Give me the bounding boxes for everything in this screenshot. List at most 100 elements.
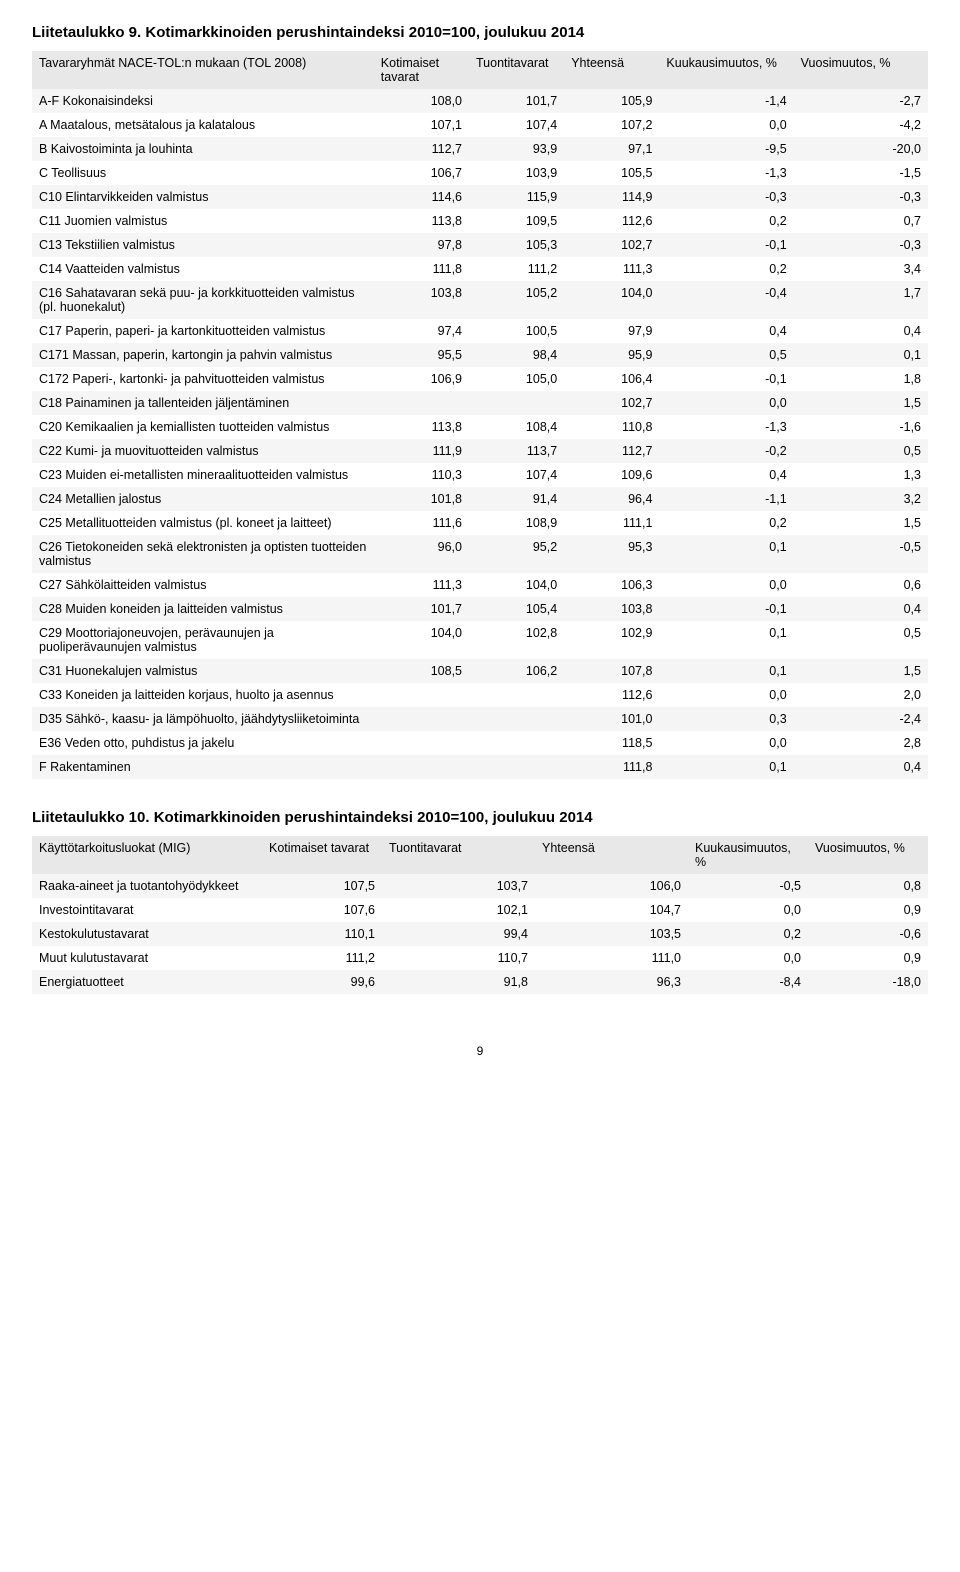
table-cell: 108,0 bbox=[374, 89, 469, 113]
table-cell: 91,8 bbox=[382, 970, 535, 994]
table-cell: 1,8 bbox=[794, 367, 928, 391]
table-cell: 101,7 bbox=[374, 597, 469, 621]
table-cell: 107,1 bbox=[374, 113, 469, 137]
table-cell: 104,0 bbox=[469, 573, 564, 597]
table1: Tavararyhmät NACE-TOL:n mukaan (TOL 2008… bbox=[32, 51, 928, 779]
table-cell: 1,5 bbox=[794, 659, 928, 683]
table-cell: 110,7 bbox=[382, 946, 535, 970]
table-cell: 113,7 bbox=[469, 439, 564, 463]
table-row-label: A-F Kokonaisindeksi bbox=[32, 89, 374, 113]
table-cell: 106,7 bbox=[374, 161, 469, 185]
table-cell: 0,2 bbox=[659, 257, 793, 281]
table-cell: 109,5 bbox=[469, 209, 564, 233]
table-cell: -1,3 bbox=[659, 161, 793, 185]
table-cell: -18,0 bbox=[808, 970, 928, 994]
table-cell: 93,9 bbox=[469, 137, 564, 161]
table1-header-month-change: Kuukausimuutos, % bbox=[659, 51, 793, 89]
table-row-label: C172 Paperi-, kartonki- ja pahvituotteid… bbox=[32, 367, 374, 391]
table-row-label: C171 Massan, paperin, kartongin ja pahvi… bbox=[32, 343, 374, 367]
table-cell: 115,9 bbox=[469, 185, 564, 209]
table-row-label: F Rakentaminen bbox=[32, 755, 374, 779]
table-cell: 111,2 bbox=[262, 946, 382, 970]
table-cell: 0,4 bbox=[659, 463, 793, 487]
table-cell: 1,7 bbox=[794, 281, 928, 319]
table-row-label: C24 Metallien jalostus bbox=[32, 487, 374, 511]
table-cell: 104,0 bbox=[564, 281, 659, 319]
table1-title: Liitetaulukko 9. Kotimarkkinoiden perush… bbox=[32, 24, 928, 41]
table-cell: 106,9 bbox=[374, 367, 469, 391]
table-cell: 108,5 bbox=[374, 659, 469, 683]
table-cell: 102,8 bbox=[469, 621, 564, 659]
table-cell bbox=[469, 391, 564, 415]
table-cell: 112,7 bbox=[564, 439, 659, 463]
table-cell: -0,3 bbox=[794, 185, 928, 209]
table-cell: 91,4 bbox=[469, 487, 564, 511]
table-cell: 105,2 bbox=[469, 281, 564, 319]
table-cell: 110,8 bbox=[564, 415, 659, 439]
table-cell: 0,2 bbox=[688, 922, 808, 946]
table-cell: 97,8 bbox=[374, 233, 469, 257]
table-cell: 95,9 bbox=[564, 343, 659, 367]
table-cell: -1,5 bbox=[794, 161, 928, 185]
table-cell: 0,4 bbox=[659, 319, 793, 343]
table-cell: 102,1 bbox=[382, 898, 535, 922]
table-cell: 103,8 bbox=[374, 281, 469, 319]
table-cell: 111,6 bbox=[374, 511, 469, 535]
table-cell: 102,9 bbox=[564, 621, 659, 659]
table-row-label: C29 Moottoriajoneuvojen, perävaunujen ja… bbox=[32, 621, 374, 659]
table-row-label: C17 Paperin, paperi- ja kartonkituotteid… bbox=[32, 319, 374, 343]
table-cell: 95,2 bbox=[469, 535, 564, 573]
table-cell: 112,7 bbox=[374, 137, 469, 161]
table1-header-domestic: Kotimaiset tavarat bbox=[374, 51, 469, 89]
table-cell: 0,6 bbox=[794, 573, 928, 597]
table-cell: 107,2 bbox=[564, 113, 659, 137]
table-cell bbox=[374, 683, 469, 707]
table-cell: 113,8 bbox=[374, 209, 469, 233]
table-cell bbox=[374, 391, 469, 415]
table-row-label: C22 Kumi- ja muovituotteiden valmistus bbox=[32, 439, 374, 463]
table-cell: 0,0 bbox=[659, 683, 793, 707]
table-cell: 0,1 bbox=[659, 621, 793, 659]
table-cell bbox=[374, 731, 469, 755]
table-row-label: E36 Veden otto, puhdistus ja jakelu bbox=[32, 731, 374, 755]
table-cell: 96,0 bbox=[374, 535, 469, 573]
table-cell: 106,2 bbox=[469, 659, 564, 683]
table-cell: 0,1 bbox=[659, 659, 793, 683]
table-cell: -0,5 bbox=[688, 874, 808, 898]
table-cell: -0,2 bbox=[659, 439, 793, 463]
table-cell: 107,8 bbox=[564, 659, 659, 683]
table-cell: 3,4 bbox=[794, 257, 928, 281]
table-cell: 112,6 bbox=[564, 209, 659, 233]
table-cell: 114,6 bbox=[374, 185, 469, 209]
table-cell: 105,9 bbox=[564, 89, 659, 113]
table-row-label: C27 Sähkölaitteiden valmistus bbox=[32, 573, 374, 597]
table-cell: 111,9 bbox=[374, 439, 469, 463]
table-row-label: C33 Koneiden ja laitteiden korjaus, huol… bbox=[32, 683, 374, 707]
table-cell: -9,5 bbox=[659, 137, 793, 161]
table-cell: 103,5 bbox=[535, 922, 688, 946]
table-row-label: D35 Sähkö-, kaasu- ja lämpöhuolto, jäähd… bbox=[32, 707, 374, 731]
table-cell: 0,0 bbox=[688, 898, 808, 922]
table-cell: 105,4 bbox=[469, 597, 564, 621]
table-cell: 106,3 bbox=[564, 573, 659, 597]
table-cell: 1,3 bbox=[794, 463, 928, 487]
table-cell: 103,8 bbox=[564, 597, 659, 621]
table-cell: 101,7 bbox=[469, 89, 564, 113]
table-cell: 99,4 bbox=[382, 922, 535, 946]
table-cell: -1,4 bbox=[659, 89, 793, 113]
table-cell: 107,4 bbox=[469, 463, 564, 487]
table-cell: -8,4 bbox=[688, 970, 808, 994]
table-cell: -0,1 bbox=[659, 597, 793, 621]
table-cell: 2,8 bbox=[794, 731, 928, 755]
table-cell: 111,3 bbox=[564, 257, 659, 281]
table-cell: 104,7 bbox=[535, 898, 688, 922]
table2: Käyttötarkoitusluokat (MIG) Kotimaiset t… bbox=[32, 836, 928, 994]
table-cell: 0,2 bbox=[659, 511, 793, 535]
table-row-label: C14 Vaatteiden valmistus bbox=[32, 257, 374, 281]
table-cell bbox=[469, 683, 564, 707]
table-cell: 0,2 bbox=[659, 209, 793, 233]
table-cell: 0,4 bbox=[794, 755, 928, 779]
table-cell: 0,5 bbox=[794, 621, 928, 659]
table2-header-year-change: Vuosimuutos, % bbox=[808, 836, 928, 874]
table-cell bbox=[469, 707, 564, 731]
